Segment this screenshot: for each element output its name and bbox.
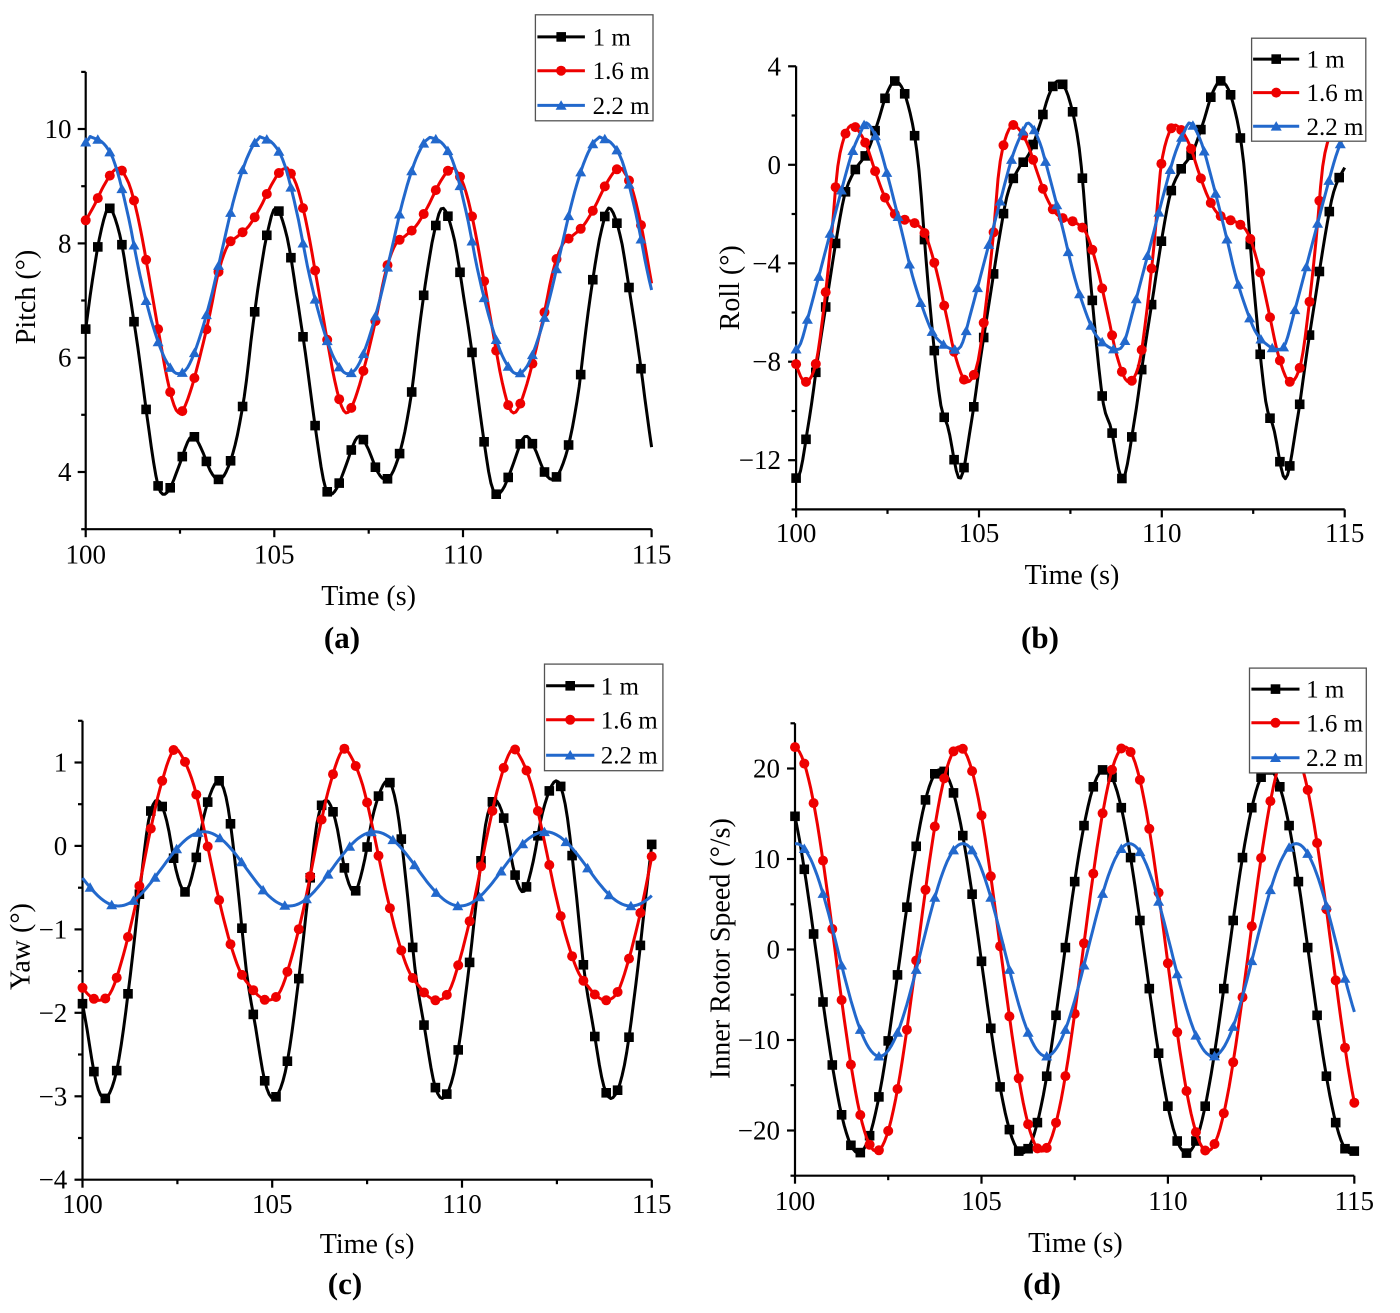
svg-text:100: 100 bbox=[775, 1186, 816, 1216]
svg-text:2.2 m: 2.2 m bbox=[593, 93, 651, 120]
svg-text:115: 115 bbox=[632, 540, 672, 570]
svg-text:1.6 m: 1.6 m bbox=[601, 707, 659, 734]
svg-text:110: 110 bbox=[442, 1189, 482, 1219]
svg-text:(a): (a) bbox=[324, 620, 360, 655]
svg-text:Yaw (°): Yaw (°) bbox=[6, 903, 37, 990]
svg-text:115: 115 bbox=[632, 1189, 672, 1219]
svg-text:(d): (d) bbox=[1023, 1266, 1061, 1301]
svg-text:105: 105 bbox=[959, 518, 1000, 548]
svg-text:1 m: 1 m bbox=[1306, 677, 1345, 704]
svg-text:8: 8 bbox=[58, 228, 72, 258]
svg-text:4: 4 bbox=[768, 51, 782, 81]
svg-text:0: 0 bbox=[767, 935, 781, 965]
svg-text:1: 1 bbox=[54, 748, 68, 778]
svg-text:1.6 m: 1.6 m bbox=[593, 58, 651, 85]
svg-text:105: 105 bbox=[252, 1189, 293, 1219]
svg-text:−10: −10 bbox=[738, 1025, 780, 1055]
svg-text:Pitch (°): Pitch (°) bbox=[11, 250, 42, 344]
svg-text:−2: −2 bbox=[39, 998, 68, 1028]
svg-text:1.6 m: 1.6 m bbox=[1307, 80, 1365, 107]
svg-text:Time (s): Time (s) bbox=[320, 1229, 415, 1260]
svg-text:1 m: 1 m bbox=[601, 673, 640, 700]
svg-text:2.2 m: 2.2 m bbox=[1307, 114, 1365, 141]
svg-text:105: 105 bbox=[961, 1186, 1002, 1216]
svg-text:−12: −12 bbox=[739, 445, 781, 475]
svg-text:Time (s): Time (s) bbox=[1025, 560, 1120, 591]
svg-text:115: 115 bbox=[1325, 518, 1365, 548]
svg-text:10: 10 bbox=[45, 114, 72, 144]
svg-text:(c): (c) bbox=[328, 1266, 362, 1301]
svg-text:Time (s): Time (s) bbox=[321, 581, 416, 612]
svg-text:100: 100 bbox=[776, 518, 817, 548]
svg-text:2.2 m: 2.2 m bbox=[601, 743, 659, 770]
svg-text:(b): (b) bbox=[1021, 620, 1059, 655]
svg-text:Inner Rotor Speed (°/s): Inner Rotor Speed (°/s) bbox=[706, 818, 737, 1079]
svg-text:1 m: 1 m bbox=[593, 24, 632, 51]
svg-text:110: 110 bbox=[1142, 518, 1182, 548]
svg-text:0: 0 bbox=[768, 150, 782, 180]
svg-text:−3: −3 bbox=[39, 1081, 68, 1111]
svg-text:20: 20 bbox=[753, 754, 780, 784]
svg-text:−4: −4 bbox=[752, 248, 781, 278]
svg-text:−4: −4 bbox=[39, 1165, 68, 1195]
svg-text:−20: −20 bbox=[738, 1116, 780, 1146]
svg-text:Time (s): Time (s) bbox=[1028, 1228, 1123, 1259]
svg-text:−1: −1 bbox=[39, 914, 68, 944]
svg-text:1 m: 1 m bbox=[1307, 47, 1346, 74]
svg-text:110: 110 bbox=[1148, 1186, 1188, 1216]
svg-text:4: 4 bbox=[58, 457, 72, 487]
svg-text:6: 6 bbox=[58, 343, 72, 373]
svg-text:100: 100 bbox=[65, 540, 106, 570]
svg-text:Roll (°): Roll (°) bbox=[715, 245, 746, 330]
svg-text:1.6 m: 1.6 m bbox=[1306, 710, 1364, 737]
svg-text:2.2 m: 2.2 m bbox=[1306, 745, 1364, 772]
svg-text:0: 0 bbox=[54, 831, 68, 861]
svg-text:−8: −8 bbox=[752, 347, 781, 377]
svg-text:10: 10 bbox=[753, 844, 780, 874]
svg-text:100: 100 bbox=[62, 1189, 103, 1219]
svg-text:110: 110 bbox=[443, 540, 483, 570]
svg-text:115: 115 bbox=[1335, 1186, 1375, 1216]
svg-text:105: 105 bbox=[254, 540, 295, 570]
